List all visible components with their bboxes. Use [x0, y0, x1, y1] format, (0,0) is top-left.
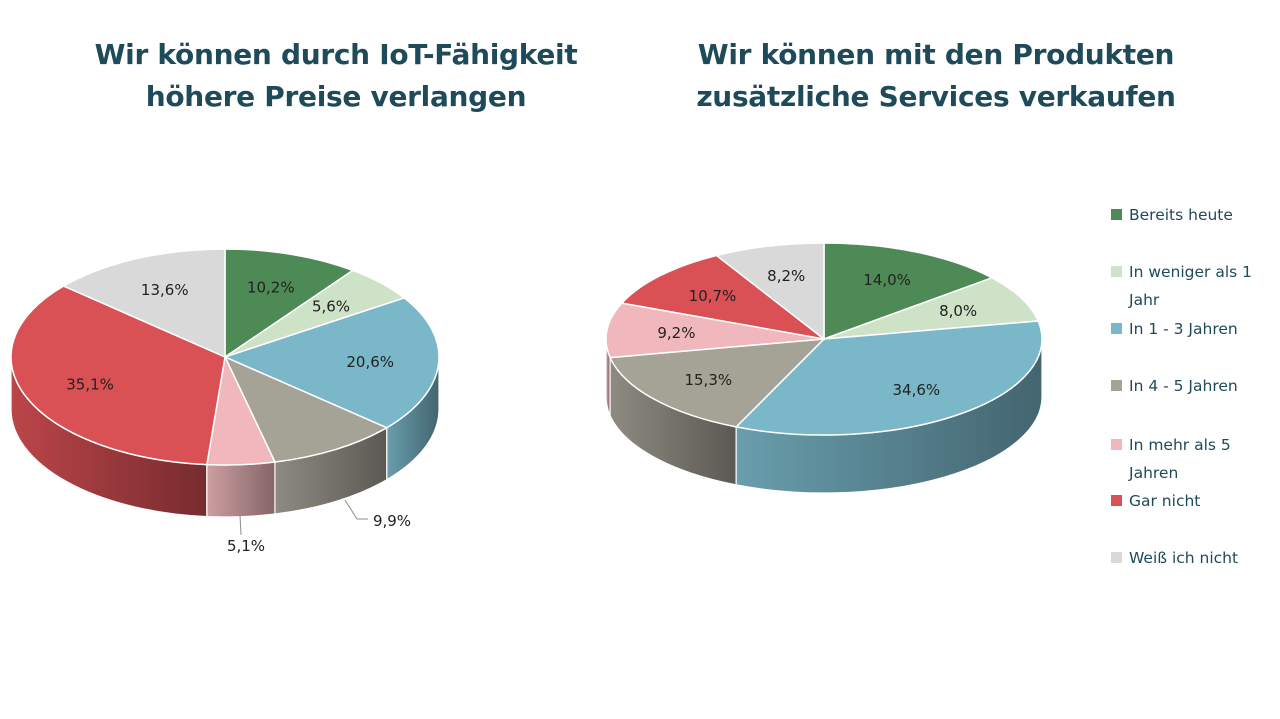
pie-slice-weiss-ich-nicht: [714, 242, 825, 341]
pie-slice-bereits-heute: [823, 242, 994, 341]
legend-label: In mehr als 5 Jahren: [1129, 436, 1231, 482]
right-chart-title-line-2: zusätzliche Services verkaufen: [696, 80, 1176, 113]
left-chart-title-line-1: Wir können durch IoT-Fähigkeit: [94, 38, 578, 71]
pie-slice-in-1-3-jahren: [734, 320, 1043, 436]
data-label-gar-nicht: 35,1%: [66, 376, 114, 394]
left-chart-title: Wir können durch IoT-Fähigkeit höhere Pr…: [56, 34, 616, 118]
legend-label: Weiß ich nicht: [1129, 549, 1239, 567]
pie-slice-gar-nicht: [10, 285, 226, 466]
data-label-in-weniger-als-1-jahr: 8,0%: [939, 302, 977, 320]
data-label-gar-nicht: 10,7%: [689, 287, 737, 305]
pie-slice-gar-nicht: [620, 254, 825, 340]
leader-line: [239, 514, 242, 536]
leader-line: [344, 499, 368, 520]
right-pie-chart: 14,0% 8,0% 34,6% 15,3% 9,2% 10,7% 8,2%: [605, 242, 1043, 494]
legend-swatch: [1111, 209, 1122, 220]
pie-slice-in-mehr-als-5-jahren: [605, 302, 825, 359]
data-label-in-mehr-als-5-jahren: 5,1%: [227, 537, 265, 555]
legend-swatch: [1111, 495, 1122, 506]
data-label-in-1-3-jahren: 20,6%: [346, 353, 394, 371]
legend-swatch: [1111, 380, 1122, 391]
data-label-in-4-5-jahren: 15,3%: [684, 371, 732, 389]
legend-label: In 1 - 3 Jahren: [1129, 320, 1238, 338]
data-label-bereits-heute: 10,2%: [247, 278, 295, 296]
data-label-weiss-ich-nicht: 13,6%: [141, 281, 189, 299]
pie-slice-in-4-5-jahren: [223, 355, 389, 463]
legend-label: Gar nicht: [1129, 492, 1201, 510]
pie-slice-side-in-mehr-als-5-jahren: [206, 461, 276, 518]
pie-slice-in-1-3-jahren: [222, 297, 440, 429]
right-chart-title: Wir können mit den Produkten zusätzliche…: [656, 34, 1216, 118]
legend-label: In 4 - 5 Jahren: [1129, 377, 1238, 395]
legend-swatch: [1111, 439, 1122, 450]
data-label-in-mehr-als-5-jahren: 9,2%: [657, 324, 695, 342]
pie-slice-weiss-ich-nicht: [62, 248, 226, 359]
legend: Bereits heute In weniger als 1 Jahr In 1 …: [1111, 0, 1276, 719]
data-label-in-1-3-jahren: 34,6%: [892, 381, 940, 399]
right-chart-title-line-1: Wir können mit den Produkten: [697, 38, 1175, 71]
pie-slice-in-weniger-als-1-jahr: [823, 276, 1040, 340]
left-chart-title-line-2: höhere Preise verlangen: [145, 80, 527, 113]
pie-slice-in-4-5-jahren: [609, 338, 826, 428]
data-label-in-weniger-als-1-jahr: 5,6%: [312, 298, 350, 316]
legend-swatch: [1111, 266, 1122, 277]
legend-swatch: [1111, 323, 1122, 334]
left-pie-chart: 10,2% 5,6% 20,6% 9,9% 5,1% 35,1% 13,6%: [10, 248, 440, 555]
data-label-in-4-5-jahren: 9,9%: [373, 512, 411, 530]
legend-label: In weniger als 1 Jahr: [1129, 263, 1253, 309]
legend-swatch: [1111, 552, 1122, 563]
pie-slice-bereits-heute: [224, 248, 355, 359]
data-label-bereits-heute: 14,0%: [863, 271, 911, 289]
legend-label: Bereits heute: [1129, 206, 1233, 224]
data-label-weiss-ich-nicht: 8,2%: [767, 267, 805, 285]
